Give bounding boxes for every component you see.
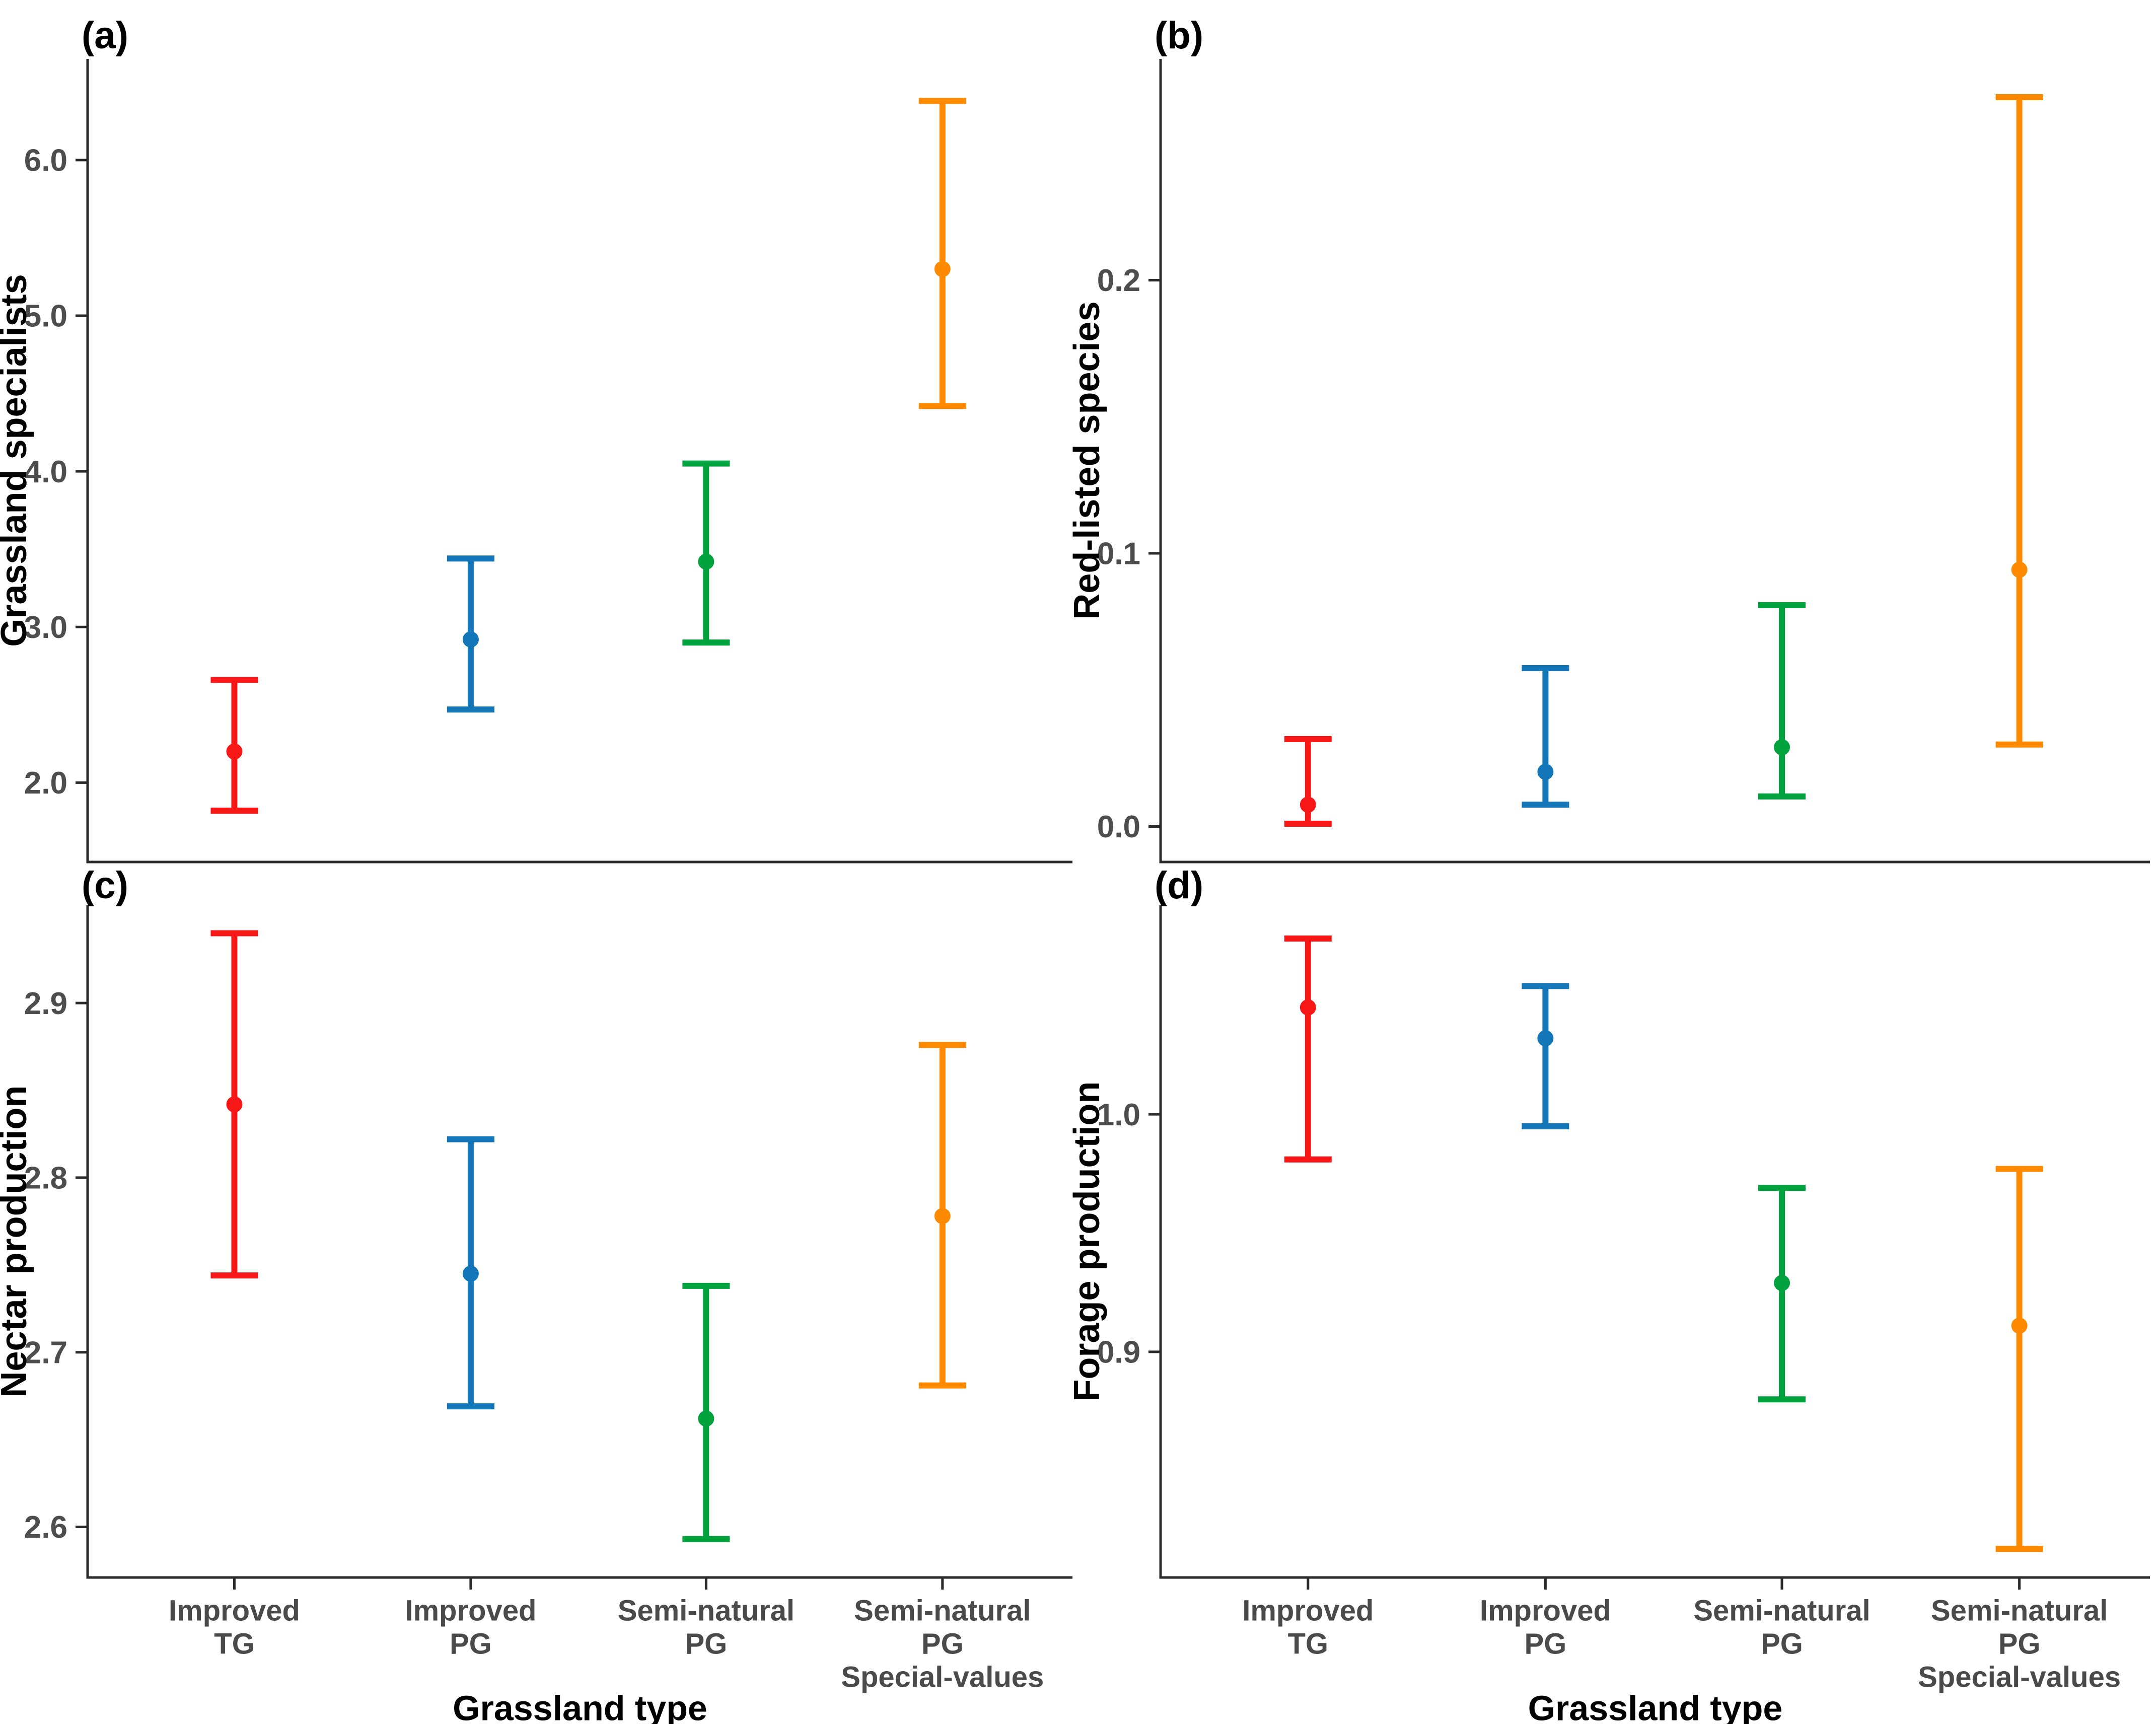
x-category-label-semi-natural-pg: PG xyxy=(685,1627,727,1660)
y-tick-label: 1.0 xyxy=(1097,1098,1140,1132)
panel-letter-b: (b) xyxy=(1155,14,1203,57)
x-category-label-semi-natural-pg: Semi-natural xyxy=(1693,1594,1870,1627)
y-tick-label: 2.8 xyxy=(24,1161,67,1196)
y-tick-label: 3.0 xyxy=(24,610,67,645)
data-point-improved-tg xyxy=(226,743,243,760)
panel-b-y-axis-title: Red-listed species xyxy=(1067,301,1107,619)
data-point-improved-tg xyxy=(226,1096,243,1113)
panel-c-y-axis-title: Nectar production xyxy=(0,1085,34,1397)
x-axis-title-d: Grassland type xyxy=(1528,1689,1783,1724)
x-category-label-improved-tg: TG xyxy=(214,1627,255,1660)
data-point-semi-natural-pg xyxy=(698,1410,714,1427)
data-point-improved-tg xyxy=(1300,797,1316,813)
data-point-improved-pg xyxy=(462,631,479,648)
data-point-improved-tg xyxy=(1300,999,1316,1016)
y-tick-label: 5.0 xyxy=(24,299,67,334)
data-point-semi-natural-pg-special-values xyxy=(934,1208,951,1225)
panel-letter-a: (a) xyxy=(82,14,128,57)
data-point-semi-natural-pg-special-values xyxy=(2011,561,2028,578)
y-tick-label: 6.0 xyxy=(24,143,67,178)
x-category-label-semi-natural-pg-special-values: PG xyxy=(1998,1627,2041,1660)
data-point-semi-natural-pg-special-values xyxy=(2011,1317,2028,1334)
panel-a-y-axis-title: Grassland specialists xyxy=(0,274,34,646)
y-tick-label: 2.0 xyxy=(24,766,67,801)
panel-letter-d: (d) xyxy=(1155,864,1203,907)
x-category-label-semi-natural-pg-special-values: Special-values xyxy=(1918,1661,2121,1693)
y-tick-label: 2.9 xyxy=(24,986,67,1021)
data-point-semi-natural-pg xyxy=(1774,739,1790,756)
x-category-label-improved-tg: TG xyxy=(1288,1627,1329,1660)
y-tick-label: 0.9 xyxy=(1097,1335,1140,1370)
y-tick-label: 2.7 xyxy=(24,1335,67,1370)
data-point-improved-pg xyxy=(462,1265,479,1282)
y-tick-label: 0.2 xyxy=(1097,263,1140,298)
data-point-semi-natural-pg-special-values xyxy=(934,261,951,277)
x-category-label-improved-pg: PG xyxy=(1524,1627,1566,1660)
y-tick-label: 4.0 xyxy=(24,455,67,489)
panel-letter-c: (c) xyxy=(82,864,128,907)
x-category-label-semi-natural-pg: PG xyxy=(1761,1627,1803,1660)
x-category-label-improved-tg: Improved xyxy=(169,1594,300,1627)
x-axis-title-c: Grassland type xyxy=(453,1689,707,1724)
x-category-label-improved-pg: PG xyxy=(450,1627,492,1660)
x-category-label-semi-natural-pg-special-values: Special-values xyxy=(841,1661,1044,1693)
data-point-semi-natural-pg xyxy=(698,553,714,570)
x-category-label-improved-pg: Improved xyxy=(1480,1594,1611,1627)
y-tick-label: 2.6 xyxy=(24,1510,67,1545)
data-point-improved-pg xyxy=(1537,1030,1554,1047)
x-category-label-semi-natural-pg-special-values: Semi-natural xyxy=(1931,1594,2108,1627)
x-category-label-semi-natural-pg: Semi-natural xyxy=(618,1594,795,1627)
y-tick-label: 0.1 xyxy=(1097,537,1140,571)
x-category-label-semi-natural-pg-special-values: Semi-natural xyxy=(854,1594,1031,1627)
data-point-improved-pg xyxy=(1537,763,1554,780)
panel-d-y-axis-title: Forage production xyxy=(1067,1082,1107,1402)
data-point-semi-natural-pg xyxy=(1774,1275,1790,1291)
x-category-label-improved-pg: Improved xyxy=(405,1594,536,1627)
y-tick-label: 0.0 xyxy=(1097,810,1140,844)
x-category-label-semi-natural-pg-special-values: PG xyxy=(921,1627,964,1660)
x-category-label-improved-tg: Improved xyxy=(1242,1594,1374,1627)
